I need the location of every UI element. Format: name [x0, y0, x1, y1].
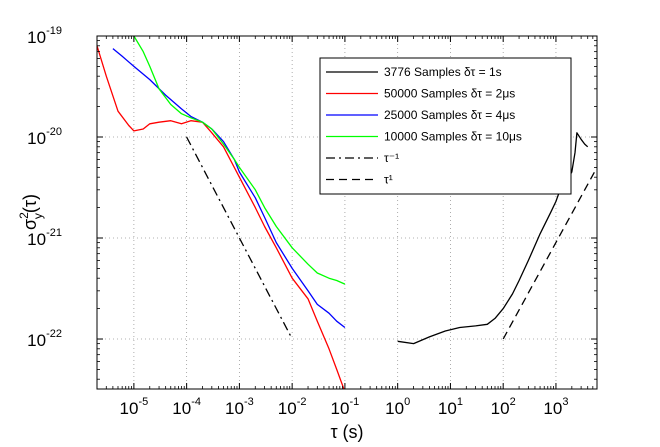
- x-tick-label: 10-3: [225, 396, 254, 418]
- legend-label-1: 50000 Samples δτ = 2μs: [384, 87, 515, 101]
- legend-label-5: τ¹: [384, 173, 393, 187]
- legend-label-2: 25000 Samples δτ = 4μs: [384, 108, 515, 122]
- x-tick-label: 101: [438, 396, 463, 418]
- legend: 3776 Samples δτ = 1s 50000 Samples δτ = 2…: [319, 57, 572, 195]
- x-tick-label: 10-4: [172, 396, 201, 418]
- y-label-tail: (τ): [20, 194, 40, 213]
- y-tick-label: 10-20: [27, 126, 62, 148]
- y-tick-label: 10-22: [27, 328, 62, 350]
- series-line-1: [97, 45, 345, 389]
- x-tick-label: 10-2: [278, 396, 307, 418]
- x-tick-label: 10-5: [120, 396, 149, 418]
- legend-label-4: τ⁻¹: [384, 151, 399, 165]
- series-line-3: [133, 36, 346, 285]
- y-tick-label: 10-21: [27, 227, 62, 249]
- legend-box: [319, 57, 572, 195]
- axis-ticks: [96, 35, 598, 389]
- y-label-sup: 2: [17, 212, 31, 219]
- x-tick-label: 10-1: [331, 396, 360, 418]
- legend-label-0: 3776 Samples δτ = 1s: [384, 65, 502, 79]
- y-axis-label: σ2y(τ): [17, 194, 45, 230]
- y-label-sub: y: [31, 213, 45, 219]
- legend-label-3: 10000 Samples δτ = 10μs: [384, 130, 522, 144]
- tick-labels: 10-5 10-4 10-3 10-2 10-1 100 101 102 103 10-22 10-…: [27, 25, 568, 418]
- y-tick-label: 10-19: [27, 25, 62, 47]
- series-group: [97, 36, 597, 389]
- x-axis-label: τ (s): [330, 422, 363, 442]
- plot-frame: [96, 35, 598, 390]
- series-line-5: [502, 167, 597, 340]
- x-tick-label: 100: [385, 396, 410, 418]
- series-line-0: [397, 132, 589, 345]
- x-tick-label: 103: [543, 396, 568, 418]
- y-label-base: σ: [20, 219, 40, 230]
- x-tick-label: 102: [491, 396, 516, 418]
